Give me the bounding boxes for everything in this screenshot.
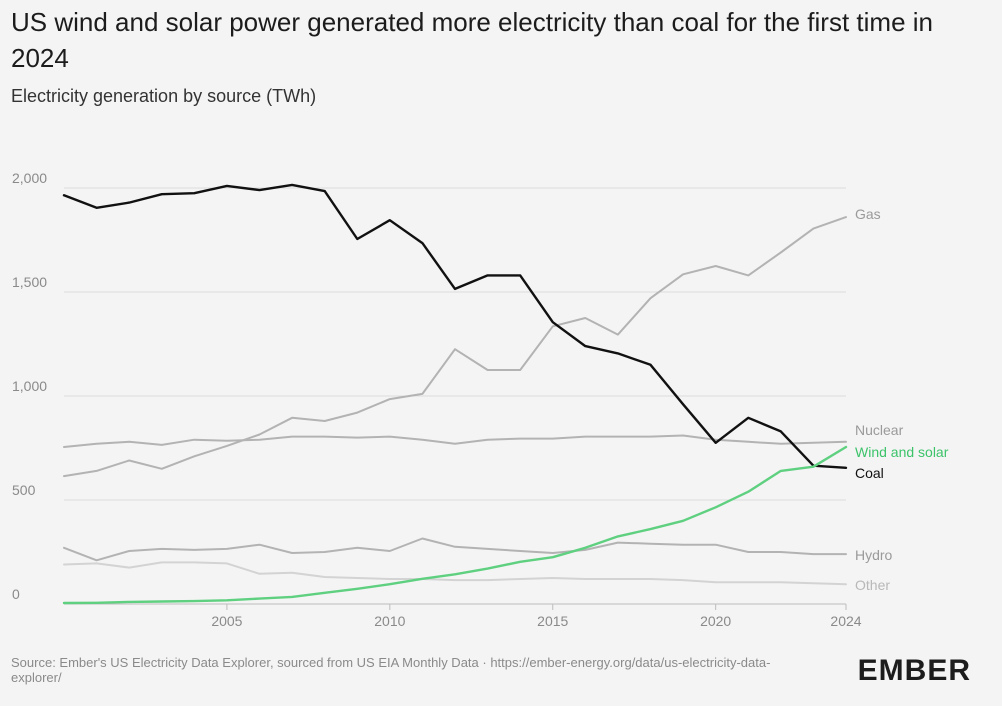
series-label-other: Other (855, 577, 890, 593)
series-line-nuclear (63, 434, 847, 448)
x-tick-label: 2010 (374, 613, 405, 629)
y-tick-label: 1,500 (12, 274, 47, 290)
x-tick-label: 2020 (700, 613, 731, 629)
series-label-hydro: Hydro (855, 547, 893, 563)
x-axis-ticks: 2005 2010 2015 2020 2024 (211, 604, 862, 629)
y-tick-label: 500 (12, 482, 36, 498)
chart-title: US wind and solar power generated more e… (11, 7, 933, 73)
series-line-coal (62, 183, 848, 469)
y-axis-ticks: 0 500 1,000 1,500 2,000 (12, 170, 47, 602)
series-line-gas (63, 216, 847, 478)
series-labels: Gas Nuclear Wind and solar Coal Hydro Other (855, 206, 949, 593)
series-label-wind-and-solar: Wind and solar (855, 444, 949, 460)
series-line-hydro (63, 537, 847, 562)
series-lines (62, 183, 848, 605)
ember-logo: EMBER (857, 654, 971, 687)
y-tick-label: 2,000 (12, 170, 47, 186)
chart-subtitle: Electricity generation by source (TWh) (11, 86, 317, 106)
x-tick-label: 2005 (211, 613, 242, 629)
gridlines (64, 187, 846, 605)
series-label-nuclear: Nuclear (855, 422, 904, 438)
series-line-other (63, 561, 847, 586)
series-label-coal: Coal (855, 465, 884, 481)
series-line-wind-and-solar (62, 445, 848, 605)
x-tick-label: 2015 (537, 613, 568, 629)
series-label-gas: Gas (855, 206, 881, 222)
x-tick-label: 2024 (830, 613, 861, 629)
y-tick-label: 0 (12, 586, 20, 602)
source-note: Source: Ember's US Electricity Data Expl… (11, 655, 771, 685)
y-tick-label: 1,000 (12, 378, 47, 394)
